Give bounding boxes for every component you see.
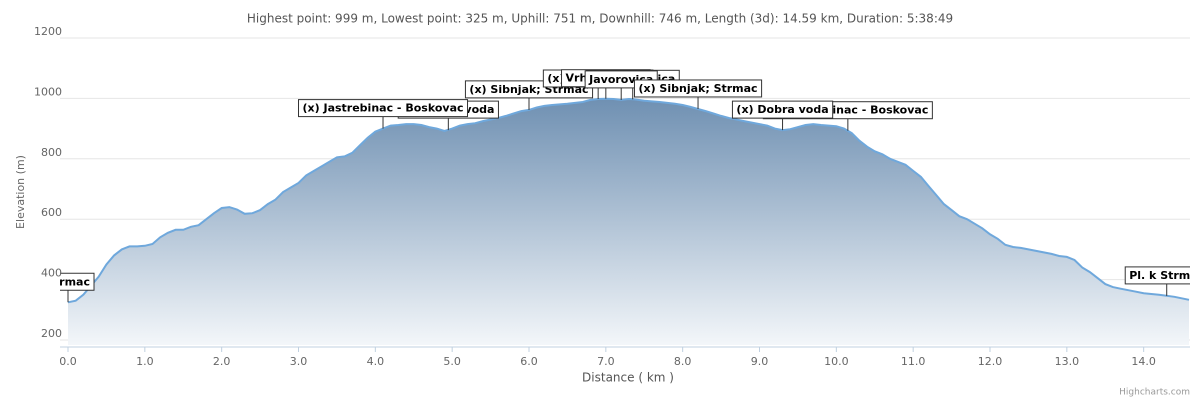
y-tick-label: 1200: [34, 25, 62, 38]
x-tick-label: 7.0: [597, 355, 615, 368]
y-axis-title: Elevation (m): [14, 155, 27, 229]
flag-label: Pl. k Strmac: [1129, 269, 1200, 282]
y-tick-label: 600: [41, 206, 62, 219]
flag: (x) Sibnjak; Strmac: [633, 79, 763, 109]
y-tick-label: 1000: [34, 85, 62, 98]
x-tick-label: 12.0: [978, 355, 1003, 368]
chart-title: Highest point: 999 m, Lowest point: 325 …: [247, 12, 953, 26]
x-tick-label: 3.0: [290, 355, 308, 368]
flag-box: [731, 100, 834, 119]
x-axis-title: Distance ( km ): [582, 371, 674, 385]
x-tick-label: 13.0: [1055, 355, 1080, 368]
y-tick-label: 400: [41, 267, 62, 280]
flag-box: [1124, 266, 1190, 285]
x-tick-label: 1.0: [136, 355, 154, 368]
y-tick-label: 200: [41, 327, 62, 340]
x-tick-label: 2.0: [213, 355, 231, 368]
flag-label: (x) Jastrebinac - Boskovac: [303, 102, 464, 115]
area-line: [67, 97, 1190, 304]
area-fill: [68, 98, 1189, 345]
x-tick-label: 9.0: [751, 355, 769, 368]
x-tick-label: 6.0: [520, 355, 538, 368]
x-tick-label: 11.0: [901, 355, 926, 368]
x-tick-label: 8.0: [674, 355, 692, 368]
axes: 200 400 600 800 1000 1200 0.0 1.0 2.0 3.0 4.0 5.0 6.…: [34, 25, 1190, 368]
y-tick-label: 800: [41, 146, 62, 159]
flag-label: (x) Sibnjak; Strmac: [638, 82, 757, 95]
x-tick-label: 4.0: [367, 355, 385, 368]
x-tick-label: 0.0: [59, 355, 77, 368]
credit: Highcharts.com: [1119, 388, 1190, 398]
flag: Pl. k Strmac: [1124, 266, 1200, 296]
flag: Strmac: [46, 272, 95, 303]
x-tick-label: 14.0: [1131, 355, 1156, 368]
flag-label: Strmac: [46, 275, 90, 288]
flag-box: [298, 99, 469, 118]
flag-box: [60, 272, 95, 291]
flag-box: [633, 79, 763, 98]
x-tick-label: 5.0: [443, 355, 461, 368]
flag: (x) Jastrebinac - Boskovac: [298, 99, 469, 129]
flag-label: (x) Dobra voda: [736, 103, 828, 116]
plot-area: Strmac (x) Dobra voda (x) Jastrebinac - Bo…: [46, 69, 1200, 345]
flag: (x) Dobra voda: [731, 100, 834, 131]
x-tick-label: 10.0: [824, 355, 849, 368]
